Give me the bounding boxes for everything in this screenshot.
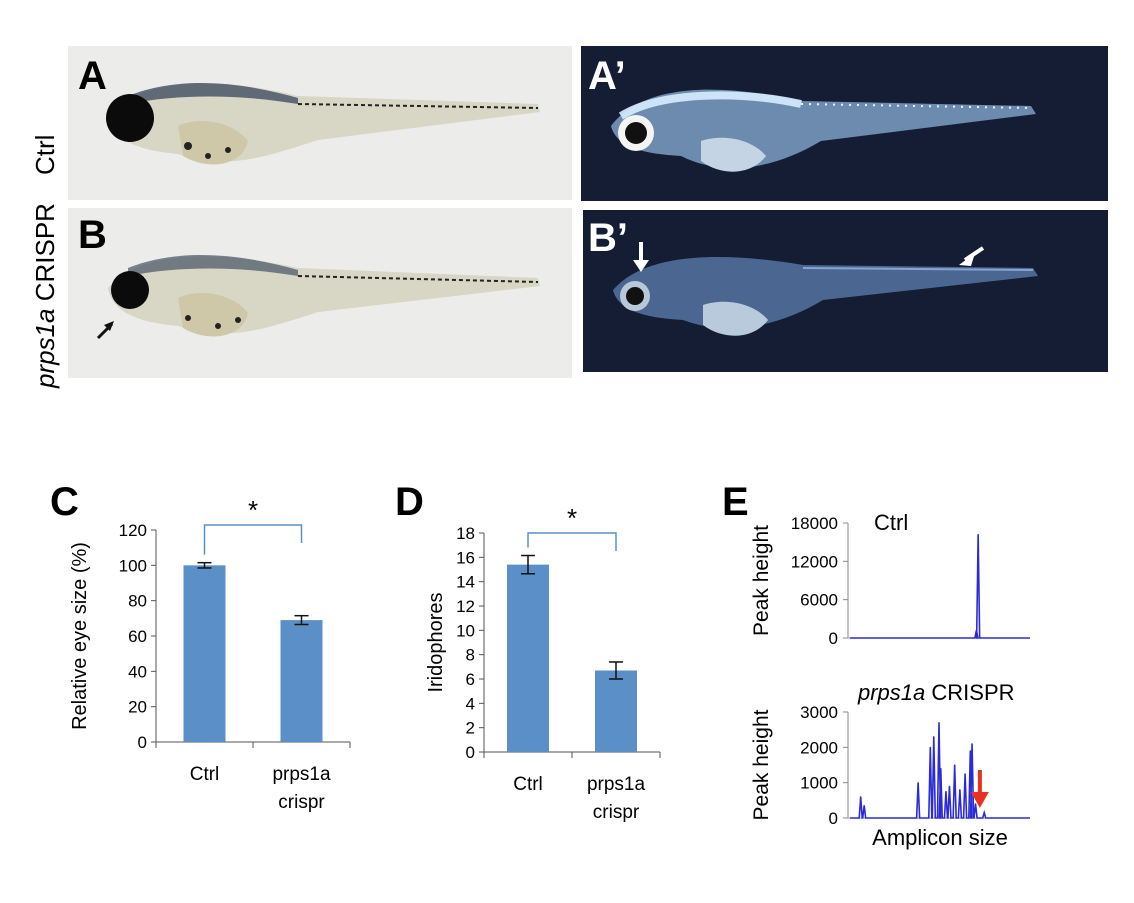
chart-d-category-label: Ctrl xyxy=(513,774,543,795)
panel-letter-a-prime: A’ xyxy=(588,54,626,98)
chart-c-bar xyxy=(183,565,226,742)
chart-d-y-tick-label: 8 xyxy=(466,646,475,665)
chart-e-trace-2-y-tick-label: 2000 xyxy=(800,738,838,757)
chart-c-significance-bracket xyxy=(203,524,303,555)
chart-c-category-label: prps1a xyxy=(272,764,331,785)
chart-e-trace-2-peak xyxy=(940,767,942,770)
chart-d-y-tick-label: 14 xyxy=(456,573,475,592)
larva-a-drawing xyxy=(106,83,540,165)
chart-c-significance-star: * xyxy=(248,495,258,525)
chart-e-trace-1-peak xyxy=(977,533,979,536)
chart-e-trace-1-y-axis-label: Peak height xyxy=(750,525,773,636)
chart-e-trace-2-peak xyxy=(917,782,919,784)
chart-e-trace-1-line xyxy=(850,534,1030,639)
chart-d-y-tick-label: 18 xyxy=(456,524,475,543)
chart-e-trace-2-peak xyxy=(974,803,977,805)
chart-e-trace-1-y-tick-label: 6000 xyxy=(800,591,838,610)
chart-e-trace-2-y-tick-label: 3000 xyxy=(800,703,838,722)
chart-e-trace-2-peak xyxy=(964,773,966,775)
chart-c-y-tick-label: 120 xyxy=(119,521,147,540)
chart-e-trace-2-peak xyxy=(929,746,931,748)
chart-e-trace-2-peak xyxy=(860,796,862,798)
chart-d-bar xyxy=(595,670,637,752)
chart-d-y-tick-label: 6 xyxy=(466,670,475,689)
chart-c-y-tick-label: 0 xyxy=(138,733,147,752)
panel-letter-b: B xyxy=(78,213,107,257)
red-down-arrow-icon xyxy=(970,792,989,808)
chart-e-trace-2-peak xyxy=(983,812,985,814)
chart-e-trace-2-peak xyxy=(933,736,935,738)
chart-d-y-tick-label: 0 xyxy=(466,743,475,762)
row-label-crispr-suffix: CRISPR xyxy=(30,203,60,309)
chart-d-significance-bracket xyxy=(527,532,617,551)
chart-e-trace-1-y-tick-label: 12000 xyxy=(791,552,838,571)
chart-e-trace-2-peak xyxy=(954,764,956,766)
chart-d-y-tick-label: 2 xyxy=(466,719,475,738)
chart-e-trace-2-peak xyxy=(959,789,961,791)
chart-d-y-tick-label: 10 xyxy=(456,621,475,640)
chart-d-category-label: crispr xyxy=(593,802,640,823)
chart-e-trace-2-peak xyxy=(938,722,940,724)
chart-e-trace-2-peak xyxy=(948,785,951,787)
chart-d-significance-star: * xyxy=(567,503,577,533)
chart-c-category-label: Ctrl xyxy=(190,764,220,785)
chart-e-trace-2-y-tick-label: 1000 xyxy=(800,774,838,793)
chart-d-y-tick-label: 12 xyxy=(456,597,475,616)
chart-e-trace-1-peak xyxy=(975,629,978,631)
chart-c-category-label: crispr xyxy=(278,792,325,813)
photo-a-brightfield-ctrl xyxy=(68,46,572,200)
chart-d-iridophores: 0 2 4 6 8 10 12 14 16 18 Ctrl prps1a crispr * Iridopho… xyxy=(425,503,661,823)
panel-letter-d: D xyxy=(395,480,424,524)
chart-c-y-tick-label: 40 xyxy=(128,662,147,681)
row-label-gene: prps1a xyxy=(30,308,60,389)
panel-letter-c: C xyxy=(50,480,79,524)
chart-e-trace-2-y-tick-label: 0 xyxy=(829,809,838,828)
row-label-crispr: prps1a CRISPR xyxy=(30,203,61,388)
chart-e-trace-2-title: prps1a CRISPR xyxy=(857,680,1015,705)
chart-c-bar xyxy=(280,620,323,742)
panel-letter-a: A xyxy=(78,54,107,98)
chart-e-trace-1-title: Ctrl xyxy=(874,510,908,535)
chart-e-trace-2-title-suffix: CRISPR xyxy=(925,680,1014,705)
chart-d-y-tick-label: 16 xyxy=(456,548,475,567)
larva-b-drawing xyxy=(96,255,540,340)
chart-e-trace-2-title-gene: prps1a xyxy=(857,680,925,705)
chart-e-trace-2-peak xyxy=(945,790,947,793)
chart-e-trace-1-y-tick-label: 18000 xyxy=(791,514,838,533)
chart-e-x-axis-label: Amplicon size xyxy=(872,825,1008,850)
chart-c-y-tick-label: 100 xyxy=(119,556,147,575)
chart-c-eye-size: 0 20 40 60 80 100 120 Ctrl prps1a crispr * Relative… xyxy=(69,495,351,813)
chart-d-category-label: prps1a xyxy=(587,774,646,795)
chart-c-y-tick-label: 20 xyxy=(128,698,147,717)
chart-c-y-axis-label: Relative eye size (%) xyxy=(69,542,91,730)
row-label-ctrl: Ctrl xyxy=(30,134,60,175)
chart-d-bar xyxy=(507,564,549,752)
chart-d-y-axis-label: Iridophores xyxy=(425,592,447,692)
photo-b-brightfield-crispr xyxy=(68,208,572,378)
chart-e-trace-2-peak xyxy=(863,805,865,807)
larva-a-prime-drawing xyxy=(611,89,1036,172)
panel-letter-b-prime: B’ xyxy=(588,216,628,260)
chart-c-y-tick-label: 60 xyxy=(128,627,147,646)
chart-e-trace-2-peak xyxy=(971,743,973,745)
panel-letter-e: E xyxy=(722,480,749,524)
chart-e-trace-2-y-axis-label: Peak height xyxy=(750,709,773,820)
photo-a-prime-darkfield-ctrl xyxy=(581,46,1108,201)
photo-b-prime-darkfield-crispr xyxy=(583,210,1108,372)
larva-b-prime-drawing xyxy=(613,242,1038,336)
chart-d-y-tick-label: 4 xyxy=(466,694,475,713)
chart-e-amplicon-traces: 0 6000 12000 18000 Peak height Ctrl 0 1000 2000 3… xyxy=(750,510,1030,850)
chart-c-y-tick-label: 80 xyxy=(128,592,147,611)
chart-e-trace-2-line xyxy=(850,722,1030,819)
chart-e-trace-2-peak xyxy=(969,750,971,752)
chart-e-trace-1-y-tick-label: 0 xyxy=(829,629,838,648)
